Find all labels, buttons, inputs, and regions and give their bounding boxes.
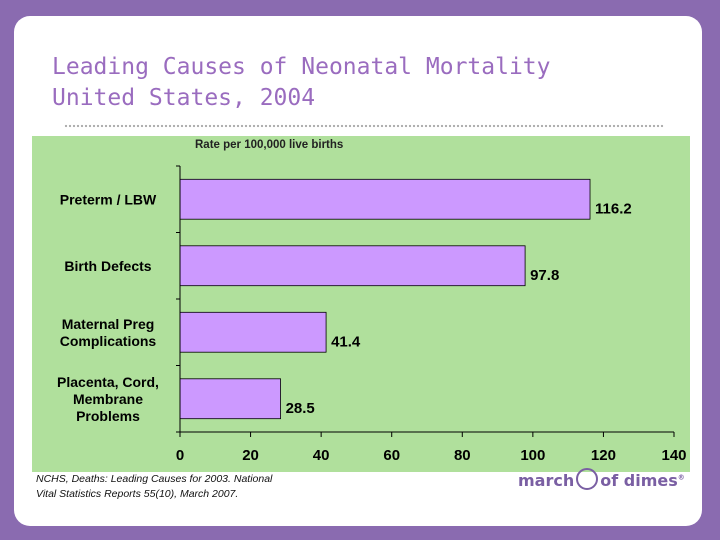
source-line-1: NCHS, Deaths: Leading Causes for 2003. N… xyxy=(36,473,273,485)
value-label-2: 41.4 xyxy=(331,333,361,350)
source-line-2: Vital Statistics Reports 55(10), March 2… xyxy=(36,488,239,500)
bar-3 xyxy=(179,378,281,420)
bar-0 xyxy=(179,178,591,220)
title-line-2: United States, 2004 xyxy=(52,85,316,111)
logo-registered-mark: ® xyxy=(677,473,685,482)
category-label-3: Placenta, Cord, Membrane Problems xyxy=(57,374,159,424)
x-tick-label-2: 40 xyxy=(313,447,330,464)
logo-ring-icon xyxy=(576,468,599,490)
bar-2 xyxy=(179,311,327,353)
x-tick-label-1: 20 xyxy=(242,447,259,464)
march-of-dimes-logo: march of dimes® xyxy=(518,468,685,490)
logo-text-of-dimes: of dimes xyxy=(600,471,678,490)
bar-chart: Rate per 100,000 live births 116.2 Preter… xyxy=(57,139,686,464)
value-label-3: 28.5 xyxy=(286,400,315,417)
category-label-0: Preterm / LBW xyxy=(60,191,157,207)
chart-title: Rate per 100,000 live births xyxy=(195,139,343,151)
chart-area: Rate per 100,000 live births 116.2 Preter… xyxy=(32,136,690,472)
page-title: Leading Causes of Neonatal Mortality Uni… xyxy=(52,52,551,114)
title-line-1: Leading Causes of Neonatal Mortality xyxy=(52,54,551,80)
x-tick-label-7: 140 xyxy=(661,447,686,464)
source-citation: NCHS, Deaths: Leading Causes for 2003. N… xyxy=(36,472,272,502)
x-tick-label-3: 60 xyxy=(383,447,400,464)
bar-1 xyxy=(179,245,526,287)
category-label-1: Birth Defects xyxy=(64,258,151,274)
x-tick-label-5: 100 xyxy=(520,447,545,464)
category-label-2: Maternal Preg Complications xyxy=(60,316,157,349)
dotted-divider xyxy=(64,124,664,128)
x-tick-label-0: 0 xyxy=(176,447,184,464)
slide: Leading Causes of Neonatal Mortality Uni… xyxy=(14,16,702,526)
value-label-0: 116.2 xyxy=(595,200,632,217)
logo-text-march: march xyxy=(518,471,575,490)
x-tick-label-4: 80 xyxy=(454,447,471,464)
x-tick-label-6: 120 xyxy=(591,447,616,464)
value-label-1: 97.8 xyxy=(530,267,559,284)
